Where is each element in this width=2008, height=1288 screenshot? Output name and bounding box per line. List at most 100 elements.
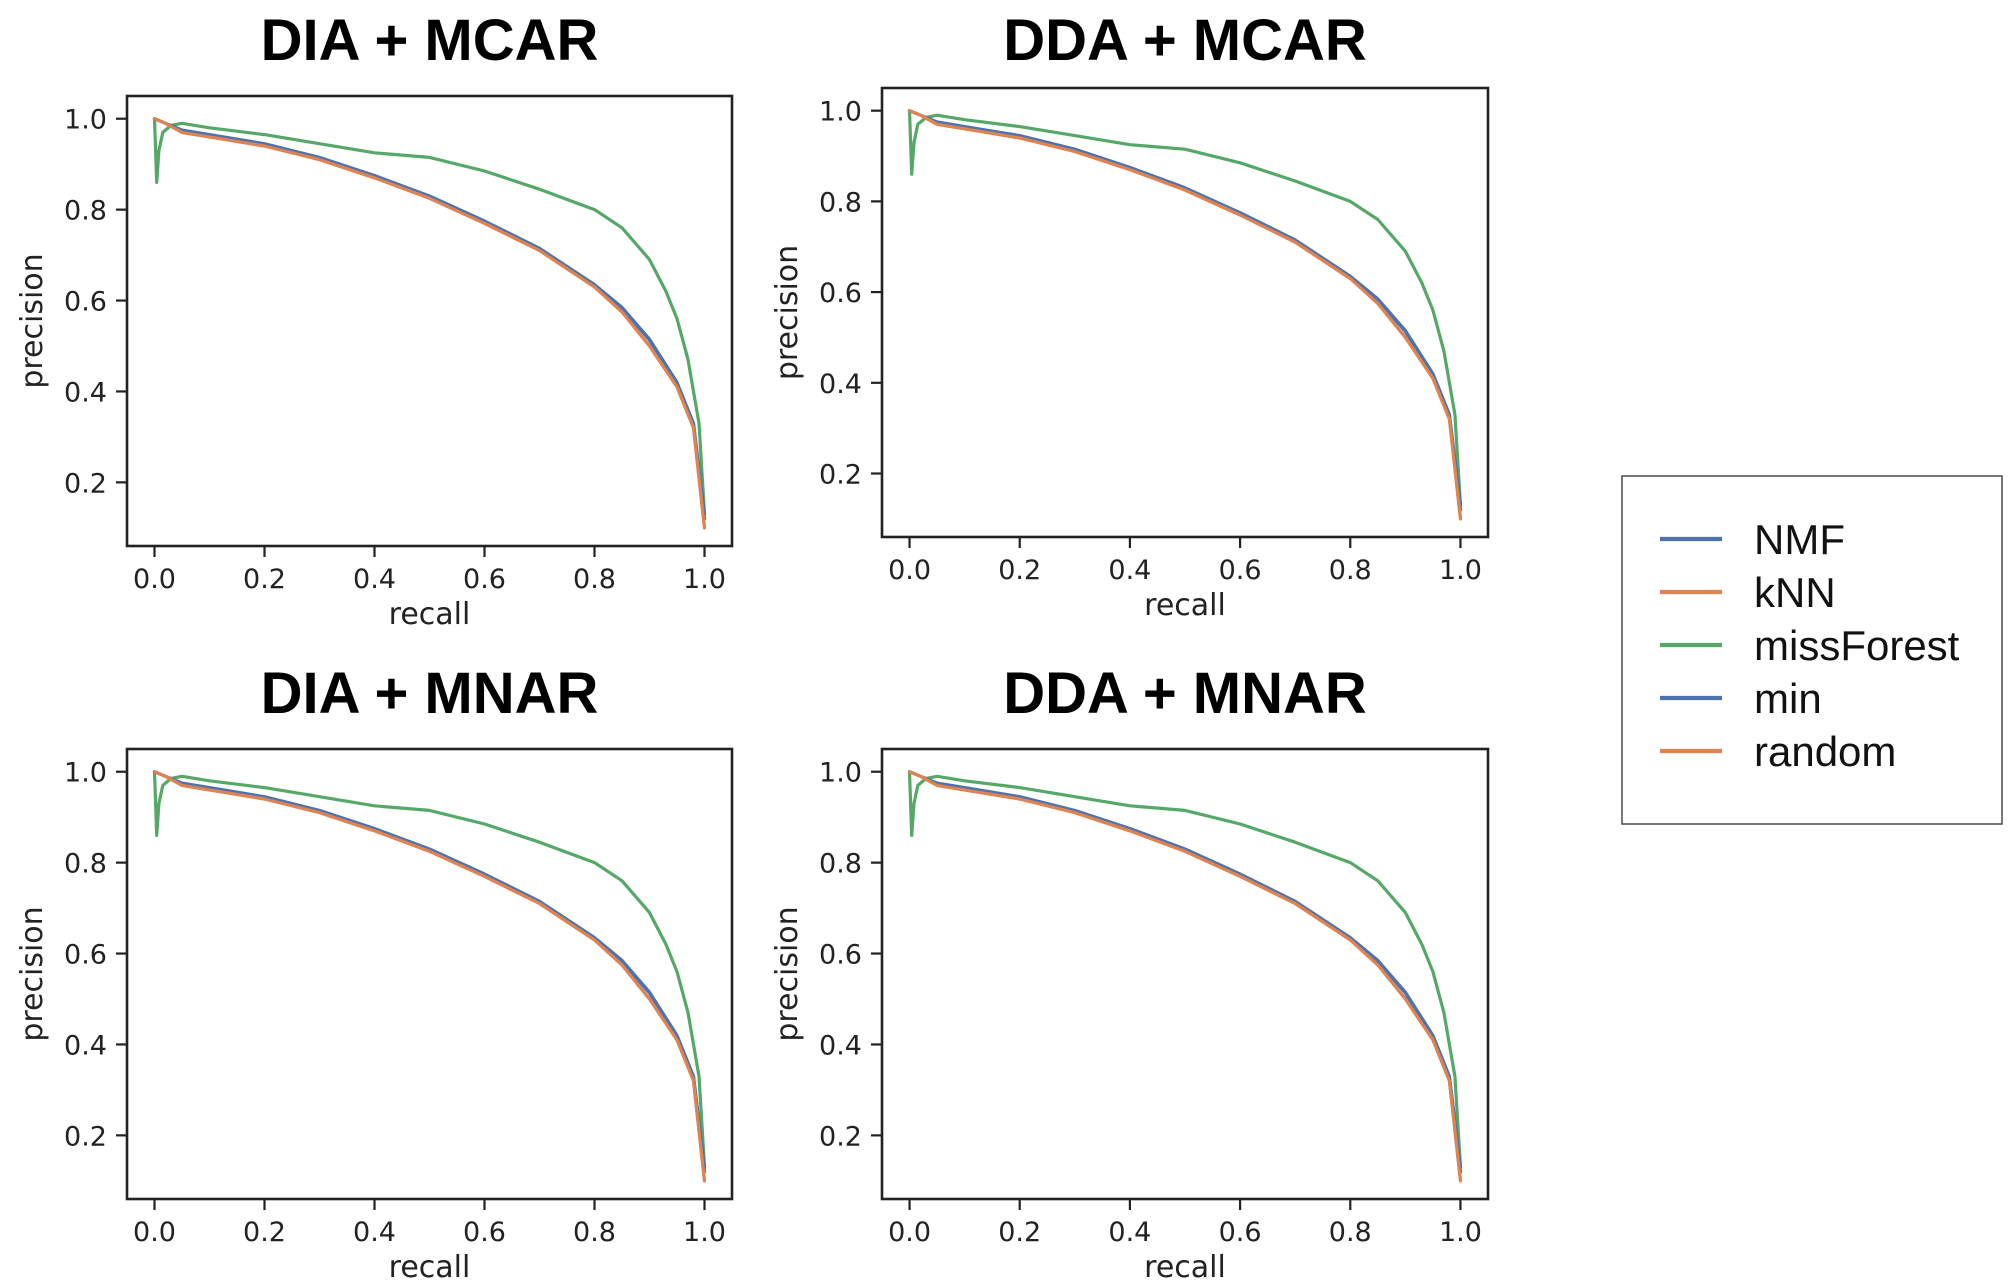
y-tick-label: 0.8: [64, 849, 107, 880]
legend-label: missForest: [1754, 622, 1960, 669]
subplot-3: DIA + MNAR 0.0 0.2 0.4 0.6 0.8 1.0 0.2 0.4 0.6 0.8…: [15, 661, 734, 1285]
series-line-knn: [152, 770, 707, 1183]
x-tick-label: 1.0: [683, 1217, 726, 1248]
y-tick-label: 0.2: [819, 1121, 862, 1152]
series-line-missforest: [907, 770, 1463, 1169]
x-tick-label: 0.4: [353, 564, 396, 595]
legend-item: kNN: [1660, 569, 1836, 616]
y-tick-label: 0.8: [819, 849, 862, 880]
x-tick-label: 0.6: [1219, 555, 1262, 586]
subplot-title: DIA + MNAR: [261, 661, 599, 726]
series-line-min: [152, 770, 707, 1174]
y-tick-label: 0.4: [819, 1030, 862, 1061]
x-tick-label: 1.0: [1439, 1217, 1482, 1248]
y-tick-label: 0.4: [64, 377, 107, 408]
y-tick-label: 0.2: [64, 1121, 107, 1152]
x-tick-label: 1.0: [1439, 555, 1482, 586]
series-line-nmf: [907, 109, 1463, 507]
series-line-random: [907, 770, 1463, 1183]
y-axis-label: precision: [15, 253, 50, 388]
series-line-nmf: [152, 117, 707, 516]
legend-label: kNN: [1754, 569, 1836, 616]
x-tick-label: 0.4: [353, 1217, 396, 1248]
series-group: [152, 117, 707, 530]
x-tick-label: 1.0: [683, 564, 726, 595]
x-tick-label: 0.2: [243, 564, 286, 595]
subplot-title: DDA + MNAR: [1003, 661, 1367, 726]
x-tick-label: 0.0: [888, 1217, 931, 1248]
x-tick-label: 0.2: [998, 555, 1041, 586]
series-line-random: [152, 770, 707, 1183]
y-axis-label: precision: [15, 906, 50, 1041]
x-tick-label: 0.2: [243, 1217, 286, 1248]
series-line-min: [907, 770, 1463, 1174]
x-tick-label: 0.6: [1219, 1217, 1262, 1248]
y-tick-label: 0.4: [819, 369, 862, 400]
series-line-knn: [907, 109, 1463, 521]
x-tick-label: 0.8: [573, 564, 616, 595]
y-tick-label: 0.6: [64, 940, 107, 971]
y-axis-label: precision: [770, 245, 805, 380]
x-tick-label: 0.8: [1329, 555, 1372, 586]
y-tick-label: 0.8: [64, 196, 107, 227]
y-tick-label: 0.4: [64, 1030, 107, 1061]
x-axis-label: recall: [389, 1250, 471, 1285]
axes-frame: [880, 86, 1490, 539]
x-axis-label: recall: [1144, 588, 1226, 623]
x-tick-label: 0.0: [888, 555, 931, 586]
axes-frame: [880, 747, 1490, 1201]
series-group: [152, 770, 707, 1183]
y-tick-label: 1.0: [64, 105, 107, 136]
x-tick-label: 0.6: [463, 564, 506, 595]
x-tick-label: 0.2: [998, 1217, 1041, 1248]
subplot-title: DIA + MCAR: [261, 8, 599, 73]
series-line-nmf: [152, 770, 707, 1169]
subplot-title: DDA + MCAR: [1003, 8, 1367, 73]
series-line-nmf: [907, 770, 1463, 1169]
y-tick-label: 0.2: [819, 460, 862, 491]
y-tick-label: 0.6: [819, 278, 862, 309]
subplot-4: DDA + MNAR 0.0 0.2 0.4 0.6 0.8 1.0 0.2 0.4 0.6 0.8…: [770, 661, 1490, 1285]
y-axis-label: precision: [770, 906, 805, 1041]
series-group: [907, 109, 1463, 521]
legend-label: NMF: [1754, 516, 1845, 563]
y-tick-label: 0.8: [819, 187, 862, 218]
legend: NMF kNN missForest min random: [1621, 475, 2003, 825]
series-line-missforest: [907, 109, 1463, 507]
y-tick-label: 0.2: [64, 468, 107, 499]
subplot-1: DIA + MCAR 0.0 0.2 0.4 0.6 0.8 1.0 0.2 0.4 0.6 0.8…: [15, 8, 734, 632]
y-tick-label: 1.0: [819, 97, 862, 128]
legend-item: min: [1660, 675, 1822, 722]
x-tick-label: 0.6: [463, 1217, 506, 1248]
series-group: [907, 770, 1463, 1183]
series-line-random: [907, 109, 1463, 521]
subplot-2: DDA + MCAR 0.0 0.2 0.4 0.6 0.8 1.0 0.2 0.4 0.6 0.8…: [770, 8, 1490, 623]
legend-label: min: [1754, 675, 1822, 722]
y-tick-label: 1.0: [64, 758, 107, 789]
legend-frame: [1621, 475, 2003, 825]
series-line-knn: [907, 770, 1463, 1183]
series-line-knn: [152, 117, 707, 530]
x-tick-label: 0.4: [1108, 555, 1151, 586]
axes-frame: [125, 94, 734, 548]
series-line-missforest: [152, 117, 707, 516]
x-tick-label: 0.8: [573, 1217, 616, 1248]
y-tick-label: 0.6: [819, 940, 862, 971]
x-tick-label: 0.4: [1108, 1217, 1151, 1248]
x-tick-label: 0.0: [133, 564, 176, 595]
series-line-min: [152, 117, 707, 521]
x-tick-label: 0.0: [133, 1217, 176, 1248]
legend-item: missForest: [1660, 622, 1960, 669]
series-line-missforest: [152, 770, 707, 1169]
legend-item: NMF: [1660, 516, 1845, 563]
legend-item: random: [1660, 728, 1896, 775]
series-line-min: [907, 109, 1463, 512]
subplot-grid: DIA + MCAR 0.0 0.2 0.4 0.6 0.8 1.0 0.2 0.4 0.6 0.8…: [15, 8, 1490, 1285]
y-tick-label: 1.0: [819, 758, 862, 789]
series-line-random: [152, 117, 707, 530]
axes-frame: [125, 747, 734, 1201]
legend-label: random: [1754, 728, 1896, 775]
x-axis-label: recall: [389, 597, 471, 632]
y-tick-label: 0.6: [64, 287, 107, 318]
